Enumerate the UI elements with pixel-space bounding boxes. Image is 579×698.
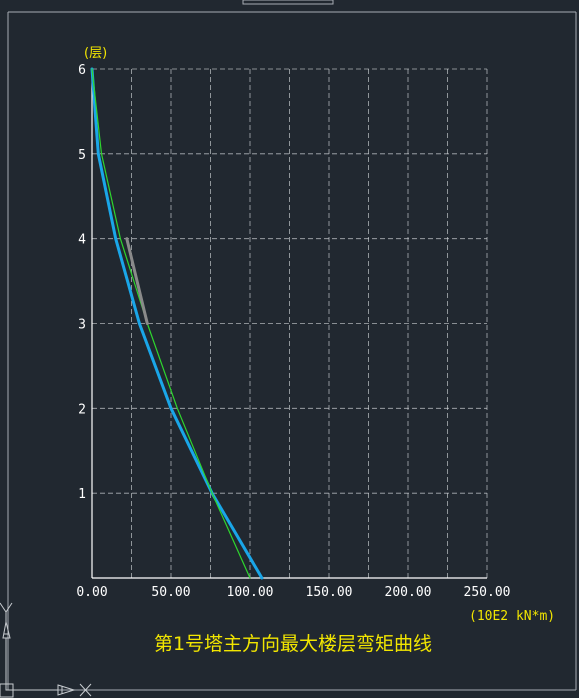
ucs-arrow-right-icon xyxy=(57,684,76,696)
x-tick-label: 150.00 xyxy=(306,585,353,600)
x-tick-label: 0.00 xyxy=(76,585,107,600)
chart-title: 第1号塔主方向最大楼层弯矩曲线 xyxy=(154,633,432,655)
y-axis-unit: (层) xyxy=(84,46,107,61)
x-tick-label: 200.00 xyxy=(385,585,432,600)
y-tick-label: 6 xyxy=(78,63,86,78)
moment-curve-3 xyxy=(125,237,149,325)
ucs-arrow-up-icon xyxy=(2,621,11,639)
ucs-x-icon xyxy=(79,683,92,697)
x-axis-unit: (10E2 kN*m) xyxy=(469,609,555,624)
y-tick-label: 3 xyxy=(78,318,86,333)
y-tick-label: 5 xyxy=(78,148,86,163)
x-tick-label: 250.00 xyxy=(464,585,511,600)
y-tick-label: 1 xyxy=(78,487,86,502)
x-tick-label: 50.00 xyxy=(151,585,190,600)
viewport-tab-marker xyxy=(242,0,334,5)
x-tick-label: 100.00 xyxy=(227,585,274,600)
ucs-origin-box-icon xyxy=(0,683,14,698)
y-tick-label: 4 xyxy=(78,233,86,248)
y-tick-label: 2 xyxy=(78,402,86,417)
ucs-y-icon xyxy=(0,602,13,622)
ucs-axes-icon xyxy=(5,638,58,691)
